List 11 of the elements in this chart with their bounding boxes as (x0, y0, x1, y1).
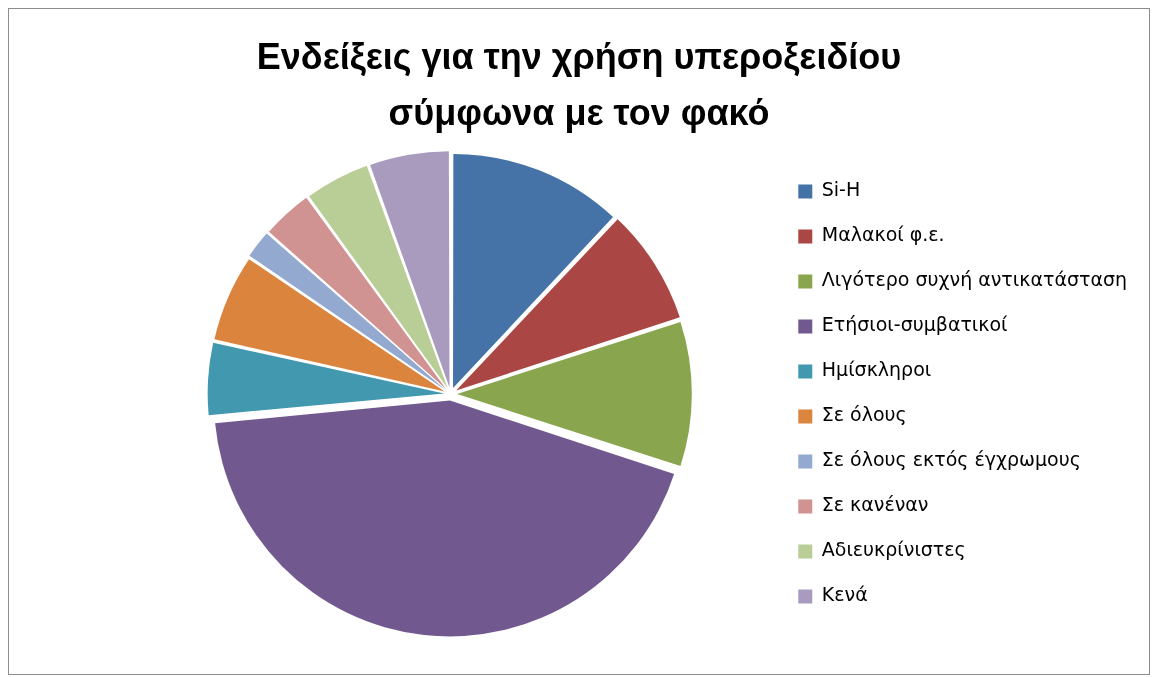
legend-label: Si-H (821, 178, 861, 201)
legend-label: Αδιευκρίνιστες (821, 538, 966, 561)
legend-label: Σε όλους (821, 403, 907, 426)
legend-label: Ημίσκληροι (821, 358, 932, 381)
legend-label: Λιγότερο συχνή αντικατάσταση (821, 268, 1127, 291)
legend-label: Ετήσιοι-συμβατικοί (821, 313, 1009, 336)
legend-label: Κενά (821, 583, 868, 606)
legend-label: Μαλακοί φ.ε. (821, 223, 945, 246)
chart-title: Ενδείξεις για την χρήση υπεροξειδίου σύμφωνα με τον φακό (255, 35, 903, 135)
legend-label: Σε όλους εκτός έγχρωμους (821, 448, 1081, 471)
legend-label: Σε κανέναν (821, 493, 929, 516)
